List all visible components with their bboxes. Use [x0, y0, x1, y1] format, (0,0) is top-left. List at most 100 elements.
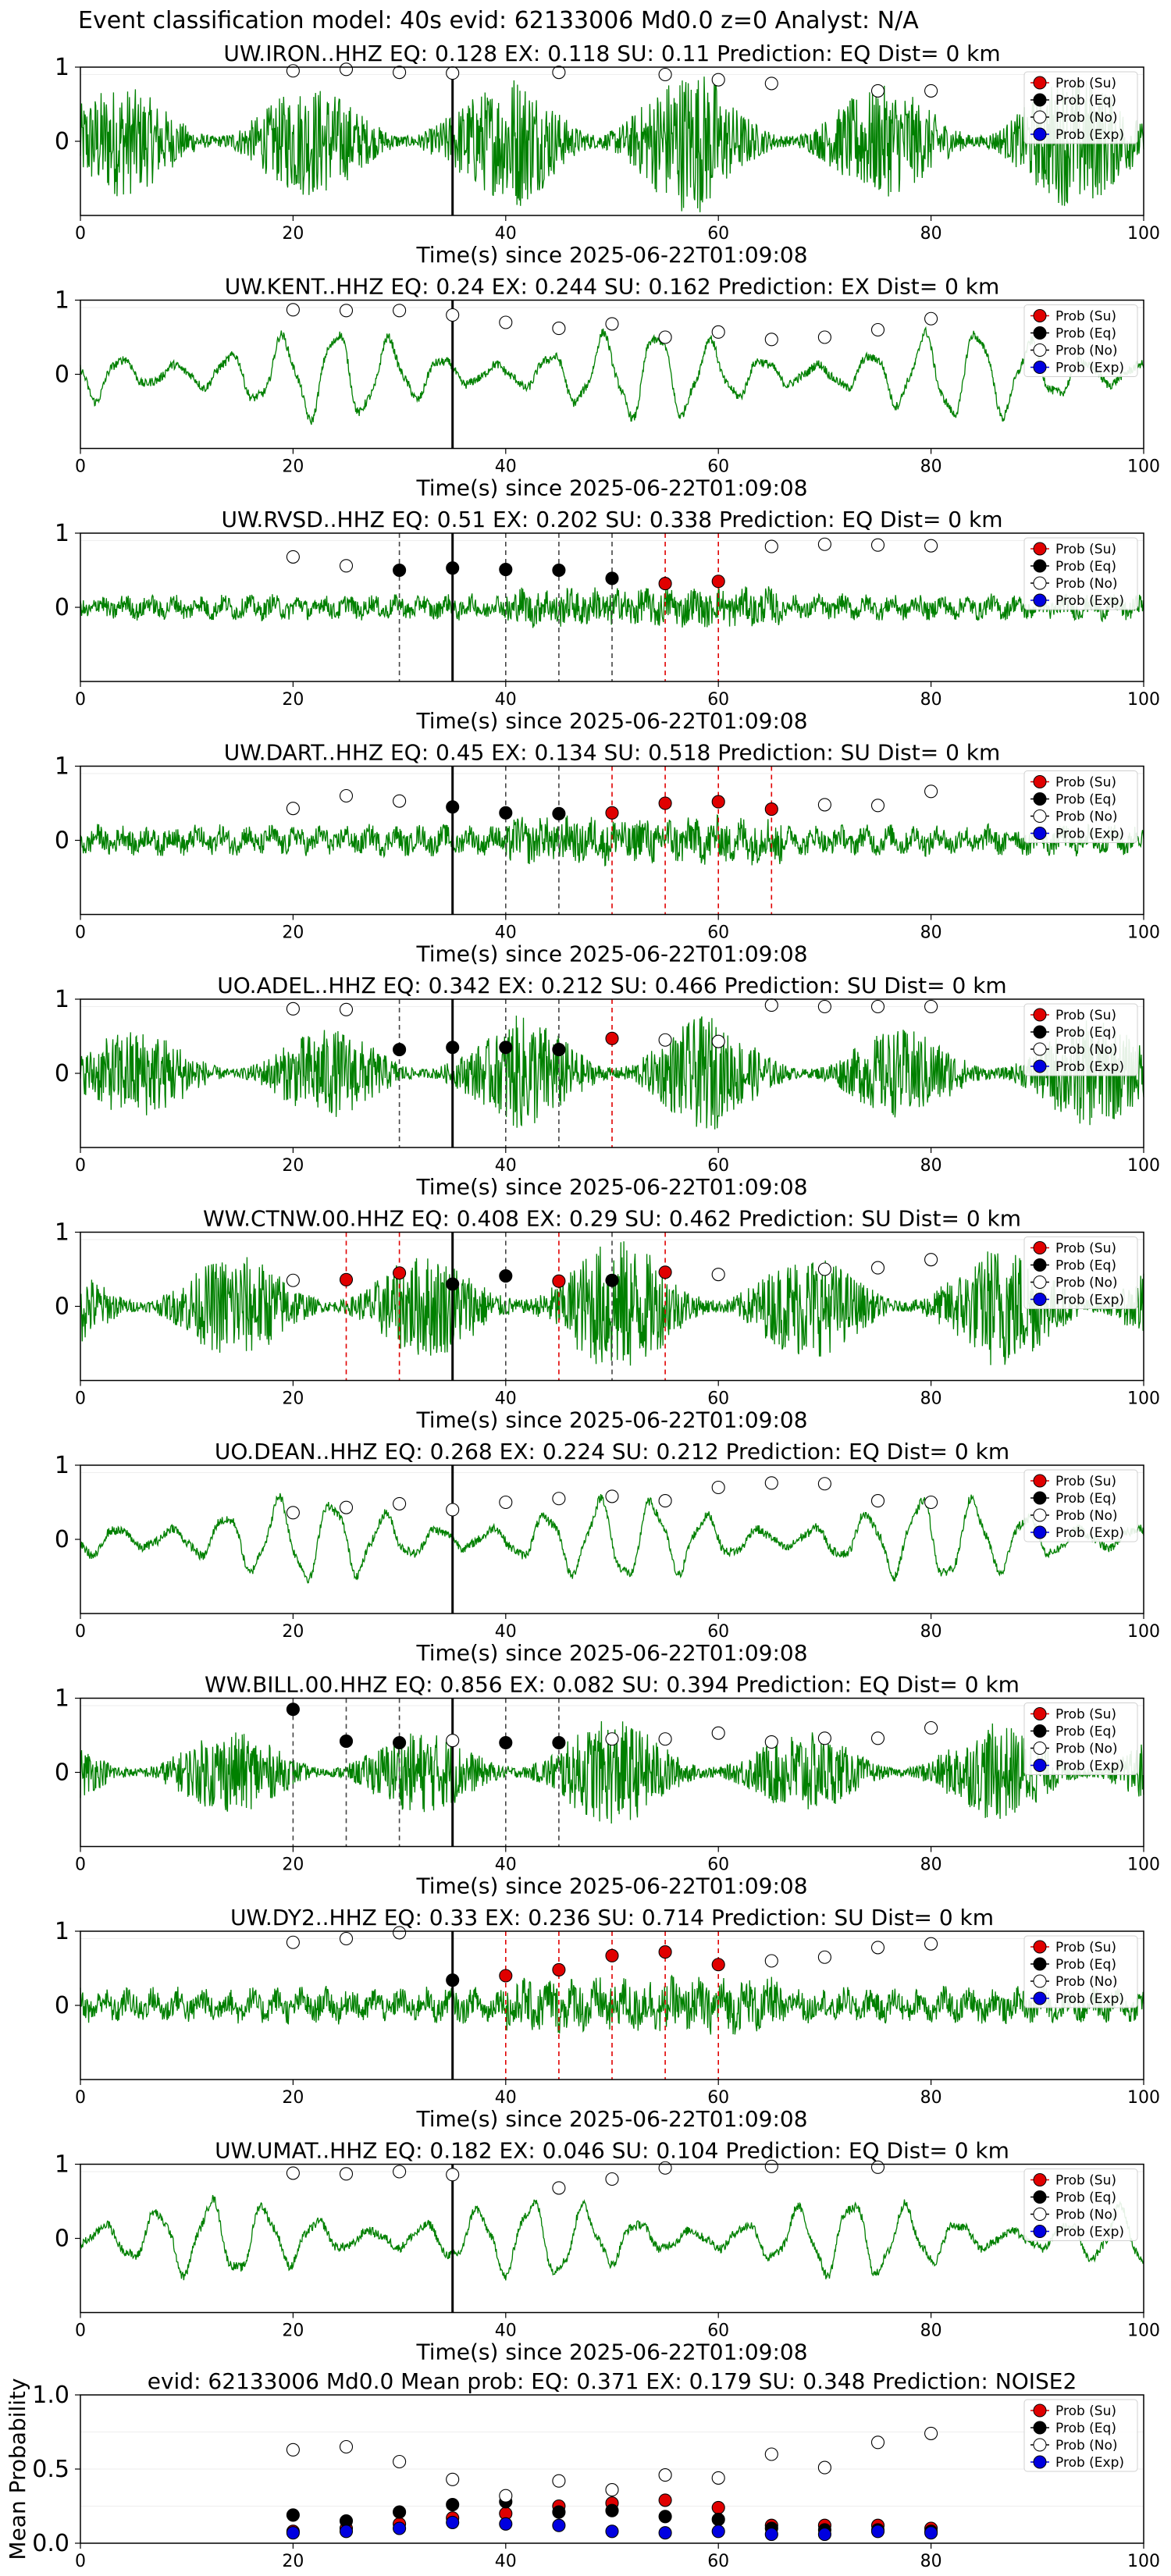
legend-label-exp: Prob (Exp) — [1055, 127, 1124, 143]
legend-marker-eq — [1033, 1957, 1047, 1971]
mean-marker-eq — [711, 2513, 725, 2527]
x-tick-label: 80 — [920, 2322, 942, 2341]
x-tick-label: 60 — [707, 1622, 729, 1642]
legend-label-eq: Prob (Eq) — [1055, 559, 1116, 575]
legend-label-su: Prob (Su) — [1055, 775, 1116, 791]
mean-marker-no — [286, 2443, 300, 2457]
legend-label-eq: Prob (Eq) — [1055, 2421, 1116, 2436]
x-tick-label: 40 — [495, 2088, 517, 2108]
prob-marker-no — [870, 999, 885, 1014]
legend-label-exp: Prob (Exp) — [1055, 1991, 1124, 2007]
legend-label-no: Prob (No) — [1055, 1974, 1118, 1990]
prob-marker-no — [339, 304, 354, 318]
y-tick-label: 1.0 — [32, 2382, 69, 2409]
y-tick-label: 1 — [55, 753, 69, 781]
prob-marker-su — [339, 1272, 354, 1286]
y-tick-label: 1 — [55, 1685, 69, 1713]
legend-label-eq: Prob (Eq) — [1055, 792, 1116, 808]
x-tick-label: 100 — [1127, 923, 1160, 943]
legend-label-no: Prob (No) — [1055, 1742, 1118, 1757]
y-tick-label: 0.0 — [32, 2530, 69, 2557]
legend-marker-su — [1033, 2173, 1047, 2186]
mean-marker-exp — [870, 2524, 885, 2539]
prob-marker-no — [658, 330, 672, 344]
prob-marker-eq — [552, 1735, 566, 1750]
y-tick-label: 0 — [55, 1992, 69, 2019]
axes-frame — [80, 2394, 1144, 2544]
legend-marker-exp — [1033, 361, 1047, 374]
prob-marker-su — [658, 796, 672, 810]
x-tick-label: 100 — [1127, 457, 1160, 477]
y-tick-label: 0 — [55, 128, 69, 155]
x-tick-label: 20 — [282, 2552, 304, 2571]
x-tick-label: 0 — [75, 1156, 86, 1176]
x-tick-label: 100 — [1127, 224, 1160, 244]
axes-frame — [80, 299, 1144, 450]
prob-marker-no — [286, 64, 300, 78]
legend-marker-exp — [1033, 1991, 1047, 2005]
panel-title: UW.DY2..HHZ EQ: 0.33 EX: 0.236 SU: 0.714… — [230, 1905, 994, 1930]
x-tick-label: 0 — [75, 1389, 86, 1409]
mean-marker-no — [393, 2454, 407, 2469]
x-axis-label: Time(s) since 2025-06-22T01:09:08 — [415, 242, 807, 268]
x-tick-label: 20 — [282, 690, 304, 710]
mean-marker-no — [764, 2447, 778, 2461]
x-tick-label: 0 — [75, 1622, 86, 1642]
legend-marker-eq — [1033, 326, 1047, 340]
x-tick-label: 100 — [1127, 2088, 1160, 2108]
legend-label-exp: Prob (Exp) — [1055, 1293, 1124, 1308]
legend-marker-su — [1033, 1241, 1047, 1254]
legend-marker-no — [1033, 809, 1047, 823]
prob-marker-no — [817, 330, 831, 344]
x-tick-label: 0 — [75, 923, 86, 943]
mean-marker-eq — [658, 2510, 672, 2524]
panel-title: UW.RVSD..HHZ EQ: 0.51 EX: 0.202 SU: 0.33… — [221, 507, 1002, 532]
prob-marker-no — [711, 325, 725, 339]
prob-marker-su — [658, 577, 672, 591]
prob-marker-no — [924, 1720, 938, 1735]
legend-label-su: Prob (Su) — [1055, 542, 1116, 557]
prob-marker-no — [817, 1262, 831, 1276]
legend-marker-exp — [1033, 1293, 1047, 1306]
x-tick-label: 20 — [282, 1622, 304, 1642]
legend-marker-eq — [1033, 559, 1047, 573]
x-axis-label: Time(s) since 2025-06-22T01:09:08 — [415, 1873, 807, 1899]
prob-marker-eq — [552, 1043, 566, 1057]
y-axis-label: Mean Probability — [5, 2378, 30, 2560]
legend-marker-su — [1033, 1474, 1047, 1488]
prob-marker-no — [552, 66, 566, 80]
panel-title: UO.ADEL..HHZ EQ: 0.342 EX: 0.212 SU: 0.4… — [217, 973, 1006, 998]
legend-label-su: Prob (Su) — [1055, 1940, 1116, 1955]
x-tick-label: 60 — [707, 457, 729, 477]
mean-marker-exp — [658, 2526, 672, 2540]
legend-label-eq: Prob (Eq) — [1055, 1724, 1116, 1740]
legend: Prob (Su)Prob (Eq) Prob (No) Prob (Exp) — [1023, 1236, 1138, 1309]
mean-marker-exp — [605, 2524, 619, 2539]
x-tick-label: 0 — [75, 224, 86, 244]
axes-frame — [80, 2163, 1144, 2314]
legend-label-eq: Prob (Eq) — [1055, 2190, 1116, 2206]
legend-marker-eq — [1033, 1025, 1047, 1039]
legend-marker-eq — [1033, 1724, 1047, 1738]
station-panel: WW.BILL.00.HHZ EQ: 0.856 EX: 0.082 SU: 0… — [55, 1672, 1160, 1899]
x-tick-label: 40 — [495, 1622, 517, 1642]
waveform-trace — [80, 76, 1144, 212]
prob-marker-no — [286, 303, 300, 317]
panels: UW.IRON..HHZ EQ: 0.128 EX: 0.118 SU: 0.1… — [5, 41, 1160, 2571]
prob-marker-no — [286, 1273, 300, 1287]
legend-box — [1023, 1703, 1138, 1775]
prob-marker-su — [711, 575, 725, 589]
y-tick-label: 1 — [55, 520, 69, 547]
axes-frame — [80, 532, 1144, 682]
prob-marker-su — [552, 1962, 566, 1976]
axes-frame — [80, 1697, 1144, 1848]
x-tick-label: 100 — [1127, 2322, 1160, 2341]
legend-label-su: Prob (Su) — [1055, 76, 1116, 91]
prob-marker-no — [870, 799, 885, 813]
axes-frame — [80, 1231, 1144, 1382]
prob-marker-no — [764, 2159, 778, 2173]
x-tick-label: 0 — [75, 2088, 86, 2108]
axes-frame — [80, 765, 1144, 916]
prob-marker-eq — [605, 571, 619, 585]
x-tick-label: 0 — [75, 1856, 86, 1875]
